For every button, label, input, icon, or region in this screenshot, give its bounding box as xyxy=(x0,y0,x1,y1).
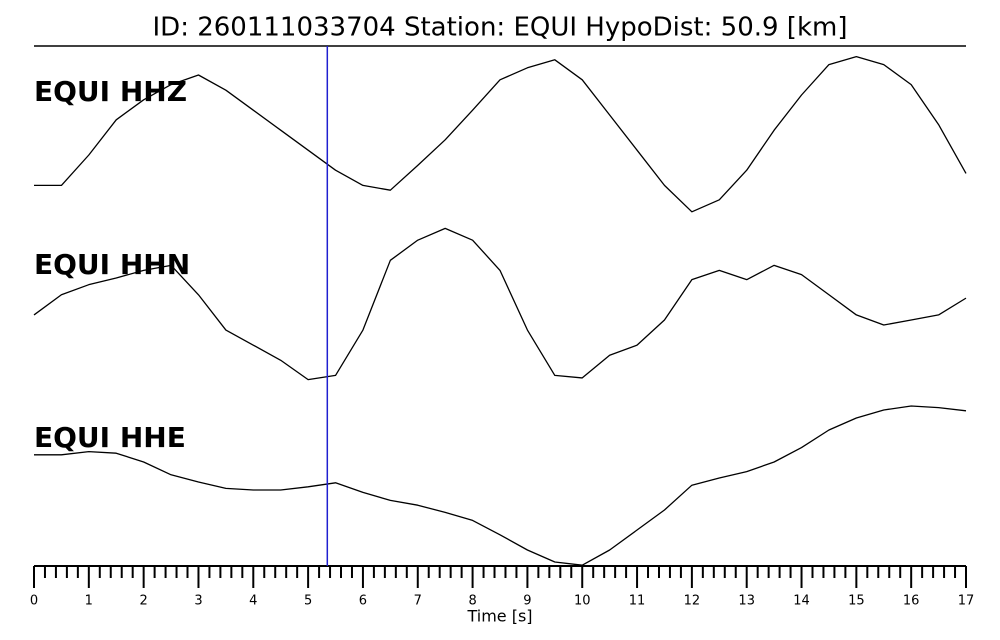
trace-label: EQUI HHN xyxy=(34,248,190,281)
x-tick-label: 13 xyxy=(738,594,755,609)
x-tick-label: 17 xyxy=(958,594,975,609)
x-tick-label: 6 xyxy=(359,594,367,609)
x-tick-label: 8 xyxy=(468,594,476,609)
x-tick-label: 0 xyxy=(30,594,38,609)
waveform xyxy=(34,405,967,566)
x-tick-label: 2 xyxy=(140,594,148,609)
x-axis-label: Time [s] xyxy=(466,607,532,626)
x-tick-label: 9 xyxy=(523,594,531,609)
x-tick-label: 16 xyxy=(903,594,920,609)
x-tick-label: 15 xyxy=(848,594,865,609)
x-tick-label: 14 xyxy=(793,594,810,609)
x-tick-label: 10 xyxy=(574,594,591,609)
trace-label: EQUI HHE xyxy=(34,421,186,454)
x-tick-label: 1 xyxy=(85,594,93,609)
x-tick-label: 3 xyxy=(194,594,202,609)
x-tick-label: 11 xyxy=(629,594,646,609)
trace-label: EQUI HHZ xyxy=(34,75,187,108)
waveform xyxy=(34,55,967,213)
chart-title: ID: 260111033704 Station: EQUI HypoDist:… xyxy=(153,13,848,43)
x-tick-label: 12 xyxy=(684,594,701,609)
x-tick-label: 5 xyxy=(304,594,312,609)
waveform xyxy=(33,227,967,381)
x-tick-label: 7 xyxy=(414,594,422,609)
x-tick-label: 4 xyxy=(249,594,257,609)
